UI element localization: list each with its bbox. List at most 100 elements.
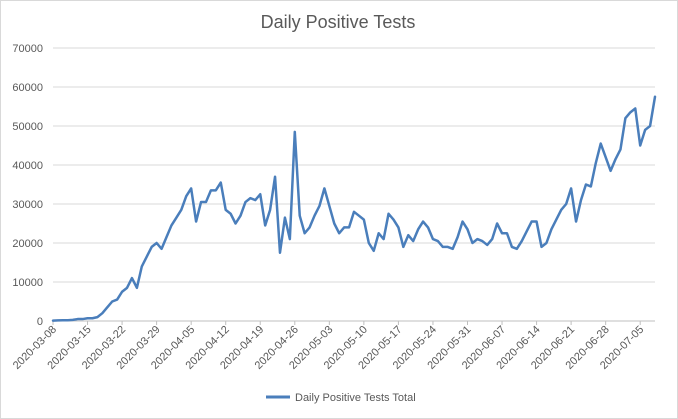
data-point bbox=[299, 215, 301, 217]
data-point bbox=[644, 129, 646, 131]
data-point bbox=[550, 228, 552, 230]
data-point bbox=[382, 238, 384, 240]
data-point bbox=[328, 205, 330, 207]
data-point bbox=[363, 218, 365, 220]
data-point bbox=[451, 248, 453, 250]
legend: Daily Positive Tests Total bbox=[266, 392, 416, 404]
data-point bbox=[254, 199, 256, 201]
data-point bbox=[96, 316, 98, 318]
data-point bbox=[57, 319, 59, 321]
data-point bbox=[131, 277, 133, 279]
data-point bbox=[215, 189, 217, 191]
data-point bbox=[190, 187, 192, 189]
data-point bbox=[506, 232, 508, 234]
data-point bbox=[619, 148, 621, 150]
data-point bbox=[649, 125, 651, 127]
data-point bbox=[614, 158, 616, 160]
data-point bbox=[530, 220, 532, 222]
data-point bbox=[358, 215, 360, 217]
data-point bbox=[52, 319, 54, 321]
data-point bbox=[545, 242, 547, 244]
data-point bbox=[62, 319, 64, 321]
data-point bbox=[308, 226, 310, 228]
legend-label: Daily Positive Tests Total bbox=[295, 392, 416, 404]
y-tick-label: 70000 bbox=[12, 43, 43, 55]
data-point bbox=[456, 236, 458, 238]
data-point bbox=[249, 197, 251, 199]
data-point bbox=[634, 107, 636, 109]
data-point bbox=[609, 170, 611, 172]
data-point bbox=[516, 248, 518, 250]
data-point bbox=[353, 211, 355, 213]
series-line-daily-positive-tests bbox=[51, 95, 657, 322]
data-point bbox=[86, 317, 88, 319]
data-point bbox=[313, 215, 315, 217]
data-point bbox=[368, 242, 370, 244]
data-point bbox=[136, 287, 138, 289]
data-point bbox=[585, 183, 587, 185]
data-point bbox=[323, 187, 325, 189]
data-point bbox=[511, 246, 513, 248]
data-point bbox=[343, 226, 345, 228]
data-point bbox=[279, 252, 281, 254]
data-point bbox=[427, 226, 429, 228]
data-point bbox=[496, 222, 498, 224]
data-point bbox=[422, 220, 424, 222]
data-point bbox=[229, 213, 231, 215]
data-point bbox=[185, 195, 187, 197]
data-point bbox=[318, 205, 320, 207]
data-point bbox=[170, 224, 172, 226]
data-point bbox=[447, 246, 449, 248]
y-tick-label: 30000 bbox=[12, 199, 43, 211]
data-point bbox=[91, 317, 93, 319]
data-point bbox=[526, 230, 528, 232]
data-point bbox=[274, 176, 276, 178]
data-point bbox=[402, 246, 404, 248]
data-point bbox=[639, 144, 641, 146]
data-point bbox=[294, 131, 296, 133]
data-point bbox=[101, 312, 103, 314]
data-point bbox=[150, 246, 152, 248]
data-point bbox=[471, 242, 473, 244]
data-point bbox=[437, 240, 439, 242]
data-point bbox=[481, 240, 483, 242]
data-point bbox=[200, 201, 202, 203]
data-point bbox=[377, 232, 379, 234]
y-tick-label: 60000 bbox=[12, 82, 43, 94]
chart-title: Daily Positive Tests bbox=[261, 12, 416, 32]
data-point bbox=[303, 232, 305, 234]
data-point bbox=[259, 193, 261, 195]
data-point bbox=[387, 213, 389, 215]
data-point bbox=[348, 226, 350, 228]
data-point bbox=[160, 248, 162, 250]
data-point bbox=[575, 220, 577, 222]
data-point bbox=[141, 265, 143, 267]
y-tick-label: 50000 bbox=[12, 121, 43, 133]
data-point bbox=[81, 318, 83, 320]
data-point bbox=[373, 250, 375, 252]
data-point bbox=[442, 246, 444, 248]
y-tick-label: 0 bbox=[37, 316, 43, 328]
x-axis: 2020-03-082020-03-152020-03-222020-03-29… bbox=[11, 321, 646, 372]
data-point bbox=[535, 220, 537, 222]
data-point bbox=[264, 224, 266, 226]
data-point bbox=[180, 209, 182, 211]
data-point bbox=[476, 238, 478, 240]
y-axis: 0 10000 20000 30000 40000 50000 60000 70000 bbox=[12, 43, 43, 328]
data-point bbox=[121, 291, 123, 293]
data-point bbox=[126, 287, 128, 289]
data-point bbox=[244, 201, 246, 203]
data-point bbox=[397, 226, 399, 228]
data-point bbox=[220, 181, 222, 183]
series-layer bbox=[51, 95, 657, 322]
data-point bbox=[417, 228, 419, 230]
data-point bbox=[432, 238, 434, 240]
data-point bbox=[392, 218, 394, 220]
data-point bbox=[595, 162, 597, 164]
data-point bbox=[412, 240, 414, 242]
data-point bbox=[333, 222, 335, 224]
data-point bbox=[289, 238, 291, 240]
data-point bbox=[466, 228, 468, 230]
data-point bbox=[284, 216, 286, 218]
